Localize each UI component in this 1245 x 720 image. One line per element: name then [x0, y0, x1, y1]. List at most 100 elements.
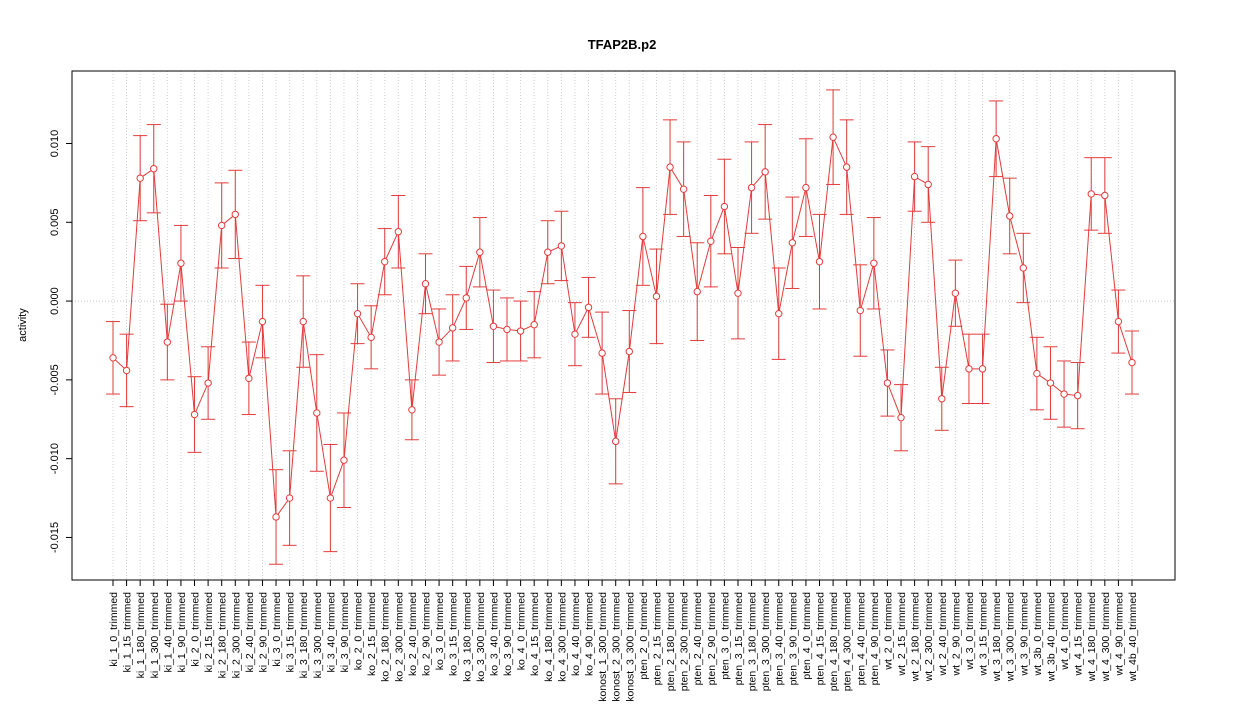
x-tick-label: ki_2_0_trimmed [190, 592, 202, 667]
data-point [1073, 391, 1082, 400]
data-point [598, 349, 606, 357]
data-point [734, 289, 742, 297]
data-point [679, 185, 688, 193]
data-point [652, 292, 661, 301]
x-tick-label: pten_2_15_trimmed [651, 592, 663, 686]
x-tick-label: pten_3_15_trimmed [733, 592, 745, 686]
x-tick-label: pten_4_40_trimmed [855, 592, 867, 686]
data-point [747, 183, 756, 192]
x-tick-label: ki_2_40_trimmed [244, 592, 256, 673]
data-point [666, 163, 674, 171]
x-tick-label: ko_2_90_trimmed [420, 592, 432, 676]
data-point [992, 135, 1000, 143]
x-tick-label: ko_3_90_trimmed [502, 592, 514, 676]
data-point [639, 232, 647, 241]
x-tick-label: ki_1_0_trimmed [108, 592, 120, 667]
x-tick-label: ki_3_300_trimmed [312, 592, 324, 679]
data-point [842, 163, 851, 171]
x-tick-label: ki_3_0_trimmed [271, 592, 283, 667]
x-tick-label: pten_4_0_trimmed [801, 592, 813, 680]
x-tick-label: ko_4_90_trimmed [584, 592, 596, 676]
y-tick-label: -0.005 [49, 364, 61, 395]
x-tick-label: ki_1_90_trimmed [176, 592, 188, 673]
y-tick-label: -0.010 [49, 443, 61, 474]
x-tick-label: pten_2_0_trimmed [638, 592, 650, 680]
x-tick-label: konost_3_300_trimmed [624, 592, 636, 702]
data-point [1046, 379, 1055, 387]
x-tick-label: ko_3_300_trimmed [475, 592, 487, 682]
data-point [1006, 212, 1014, 220]
y-tick-label: 0.010 [49, 130, 61, 158]
data-point [965, 365, 973, 373]
x-tick-label: ko_4_0_trimmed [516, 592, 528, 670]
x-tick-label: ki_3_15_trimmed [285, 592, 297, 673]
data-point [421, 280, 430, 288]
data-point [258, 317, 267, 326]
x-tick-label: pten_3_90_trimmed [787, 592, 799, 686]
data-point [394, 228, 403, 236]
x-tick-label: ko_3_40_trimmed [488, 592, 500, 676]
x-tick-label: wt_3b_40_trimmed [1045, 592, 1057, 682]
data-point [557, 242, 566, 250]
x-tick-label: wt_2_90_trimmed [950, 592, 962, 677]
data-point [448, 324, 457, 332]
y-axis-label: activity [17, 308, 29, 342]
x-tick-label: ko_4_40_trimmed [570, 592, 582, 676]
x-tick-label: pten_4_180_trimmed [828, 592, 840, 691]
x-tick-label: konost_1_300_trimmed [597, 592, 609, 702]
chart-title: TFAP2B.p2 [588, 37, 657, 52]
x-tick-label: wt_3_0_trimmed [964, 592, 976, 671]
data-point [802, 183, 810, 192]
data-point [381, 257, 389, 266]
data-point [272, 513, 280, 521]
x-tick-label: ko_2_180_trimmed [380, 592, 392, 682]
x-tick-label: ko_4_15_trimmed [529, 592, 541, 676]
x-tick-label: pten_2_300_trimmed [679, 592, 691, 691]
data-point [353, 309, 362, 318]
x-tick-label: wt_2_0_trimmed [882, 592, 894, 671]
x-tick-label: pten_2_90_trimmed [706, 592, 718, 686]
data-point [1114, 317, 1123, 326]
x-tick-label: pten_4_90_trimmed [869, 592, 881, 686]
data-point [150, 165, 158, 173]
x-tick-label: ki_2_180_trimmed [217, 592, 229, 679]
data-point [924, 180, 932, 189]
data-point [775, 309, 783, 318]
data-line [112, 135, 1133, 519]
x-tick-label: pten_2_40_trimmed [692, 592, 704, 686]
data-point [761, 168, 769, 176]
data-point [978, 365, 987, 373]
x-tick-label: ki_1_180_trimmed [135, 592, 147, 679]
y-tick-label: 0.005 [49, 209, 61, 237]
data-point [1060, 390, 1068, 398]
data-point [707, 237, 715, 245]
data-point [1019, 264, 1028, 272]
x-tick-label: wt_3_180_trimmed [991, 592, 1003, 682]
x-tick-label: ko_3_0_trimmed [434, 592, 446, 670]
data-point [612, 437, 620, 446]
data-point [476, 248, 484, 256]
data-point [856, 306, 864, 315]
y-tick-label: -0.015 [49, 522, 61, 553]
data-point [489, 322, 498, 330]
data-point [231, 210, 239, 219]
data-point [177, 259, 185, 267]
data-point [910, 172, 919, 181]
x-tick-label: pten_4_15_trimmed [815, 592, 827, 686]
data-point [190, 410, 199, 419]
x-tick-label: wt_4_180_trimmed [1086, 592, 1098, 682]
x-tick-label: wt_4_90_trimmed [1113, 592, 1125, 677]
x-tick-label: wt_3b_0_trimmed [1032, 592, 1044, 677]
x-tick-label: pten_3_0_trimmed [719, 592, 731, 680]
data-point [285, 494, 294, 502]
x-tick-label: pten_3_180_trimmed [747, 592, 759, 691]
data-point [938, 395, 946, 403]
data-point [1101, 191, 1109, 200]
x-tick-label: pten_3_300_trimmed [760, 592, 772, 691]
x-tick-label: ko_4_300_trimmed [556, 592, 568, 682]
data-point [815, 257, 824, 266]
data-point [408, 406, 416, 414]
data-point [122, 366, 131, 375]
